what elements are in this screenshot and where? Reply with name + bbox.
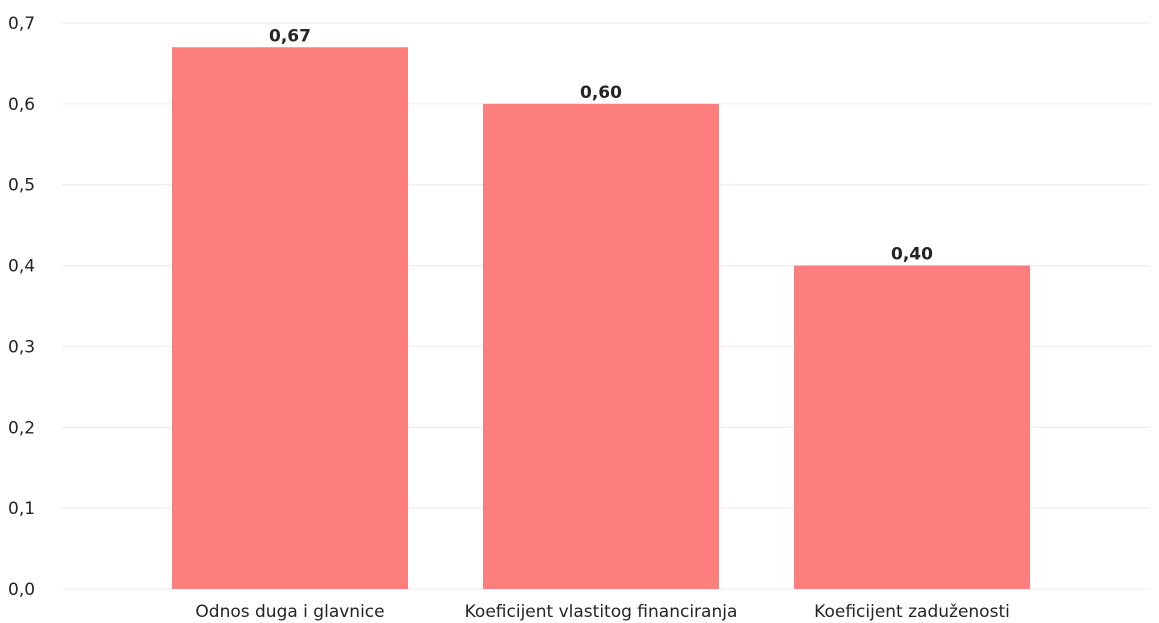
bar[interactable] bbox=[483, 103, 719, 589]
bar-value-label: 0,40 bbox=[891, 245, 933, 265]
x-category-label: Koeficijent vlastitog financiranja bbox=[465, 602, 738, 622]
y-axis-ticks: 0,0 0,1 0,2 0,3 0,4 0,5 0,6 0,7 bbox=[8, 14, 35, 600]
y-tick-label: 0,7 bbox=[8, 14, 35, 34]
x-category-label: Koeficijent zaduženosti bbox=[814, 602, 1010, 622]
data-labels: 0,67 0,60 0,40 bbox=[269, 26, 933, 264]
bars bbox=[172, 47, 1030, 589]
bar-value-label: 0,60 bbox=[580, 83, 622, 103]
x-axis-categories: Odnos duga i glavnice Koeficijent vlastit… bbox=[195, 602, 1009, 622]
bar[interactable] bbox=[172, 47, 408, 589]
y-tick-label: 0,4 bbox=[8, 257, 35, 277]
y-tick-label: 0,1 bbox=[8, 499, 35, 519]
x-category-label: Odnos duga i glavnice bbox=[195, 602, 384, 622]
y-tick-label: 0,3 bbox=[8, 337, 35, 357]
y-tick-label: 0,2 bbox=[8, 418, 35, 438]
y-tick-label: 0,6 bbox=[8, 95, 35, 115]
bar[interactable] bbox=[794, 265, 1030, 589]
y-tick-label: 0,0 bbox=[8, 580, 35, 600]
bar-value-label: 0,67 bbox=[269, 26, 311, 46]
y-tick-label: 0,5 bbox=[8, 176, 35, 196]
